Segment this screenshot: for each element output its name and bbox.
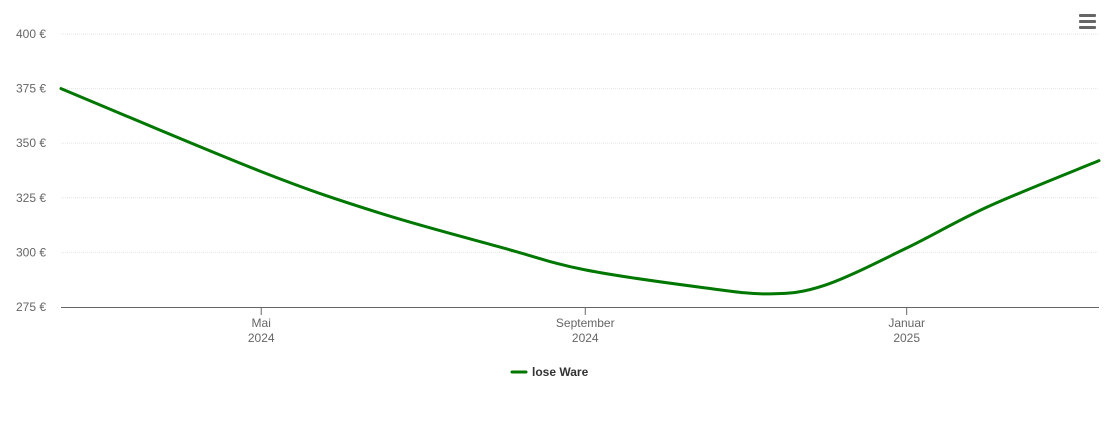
series-group (59, 87, 1101, 296)
y-axis-ticks: 275 € 300 € 325 € 350 € 375 € 400 € (16, 27, 46, 314)
y-tick-label: 350 € (16, 136, 46, 150)
x-tick-label-year: 2024 (572, 331, 599, 345)
x-tick-label-year: 2025 (893, 331, 920, 345)
legend[interactable]: lose Ware (510, 365, 589, 379)
y-tick-label: 275 € (16, 300, 46, 314)
hamburger-menu-icon[interactable] (1076, 10, 1100, 32)
grid-lines (61, 33, 1099, 253)
x-tick-label: September (556, 316, 615, 330)
legend-label: lose Ware (532, 365, 589, 379)
x-tick-label-year: 2024 (248, 331, 275, 345)
y-tick-label: 400 € (16, 27, 46, 41)
y-tick-label: 325 € (16, 191, 46, 205)
y-tick-label: 375 € (16, 82, 46, 96)
series-line (59, 87, 1101, 296)
y-tick-label: 300 € (16, 245, 46, 259)
x-tick-label: Mai (252, 316, 271, 330)
x-tick-label: Januar (888, 316, 925, 330)
